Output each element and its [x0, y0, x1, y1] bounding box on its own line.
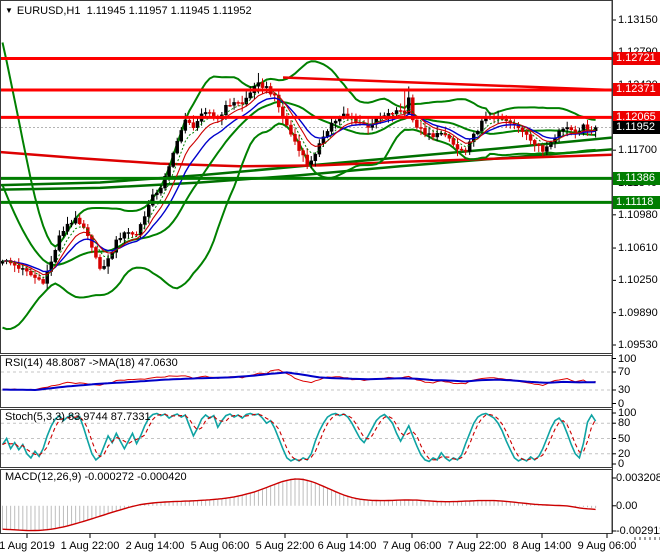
macd-indicator-label: MACD(12,26,9) -0.000272 -0.000420: [5, 471, 187, 483]
price-axis-tick: 1.09890: [618, 306, 658, 319]
price-axis-tick: 1.13150: [618, 14, 658, 26]
time-axis-label: 8 Aug 14:00: [512, 540, 572, 552]
macd-axis-tick: 0.003208: [616, 472, 660, 484]
price-level-badge-resistance: 1.12721: [613, 52, 660, 65]
stoch-axis-tick: 100: [618, 407, 637, 419]
ohlc-values: 1.11945 1.11957 1.11945 1.11952: [86, 5, 252, 17]
time-axis-label: 5 Aug 06:00: [190, 540, 250, 552]
price-level-badge-support: 1.11386: [613, 171, 660, 185]
time-axis-label: 1 Aug 2019: [0, 540, 55, 552]
price-level-badge-resistance: 1.12371: [613, 83, 660, 97]
time-axis-label: 7 Aug 06:00: [382, 540, 442, 552]
stoch-axis-tick: 80: [618, 417, 631, 430]
stoch-axis-tick: 50: [618, 432, 631, 445]
price-level-badge-current: 1.11952: [613, 121, 660, 135]
rsi-axis-tick: 0: [618, 397, 625, 410]
price-axis-tick: 1.11700: [618, 144, 657, 157]
rsi-indicator-label: RSI(14) 48.8087 ->MA(18) 47.0630: [5, 357, 178, 369]
time-axis-label: 6 Aug 14:00: [317, 540, 377, 552]
time-axis-label: 7 Aug 22:00: [447, 540, 507, 552]
rsi-axis-tick: 100: [618, 352, 637, 365]
macd-axis-tick: -0.002911: [616, 525, 660, 537]
macd-axis-tick: 0.00: [616, 499, 638, 512]
scrollbar-dots[interactable]: [634, 537, 660, 540]
symbol-dropdown-icon[interactable]: ▼: [5, 6, 13, 15]
price-axis-tick: 1.10980: [618, 208, 658, 221]
price-axis-tick: 1.10250: [618, 274, 658, 287]
time-axis-label: 9 Aug 06:00: [577, 540, 637, 552]
chart-title: ▼ EURUSD,H1 1.11945 1.11957 1.11945 1.119…: [5, 5, 252, 17]
symbol-label: EURUSD,H1: [16, 5, 81, 17]
price-level-badge-support: 1.11118: [613, 195, 660, 209]
stoch-axis-tick: 0: [618, 458, 625, 470]
time-axis-label: 2 Aug 14:00: [125, 540, 185, 552]
rsi-axis-tick: 70: [618, 366, 631, 378]
time-axis-label: 5 Aug 22:00: [255, 540, 315, 552]
price-axis-tick: 1.09530: [618, 339, 658, 351]
time-axis-label: 1 Aug 22:00: [60, 540, 120, 552]
rsi-axis-tick: 30: [618, 384, 631, 396]
stoch-axis-tick: 20: [618, 447, 631, 460]
stoch-indicator-label: Stoch(5,3,3) 83.9744 87.7331: [5, 411, 151, 423]
price-level-badge-resistance: 1.12065: [613, 110, 660, 124]
price-axis-tick: 1.10610: [618, 242, 658, 255]
